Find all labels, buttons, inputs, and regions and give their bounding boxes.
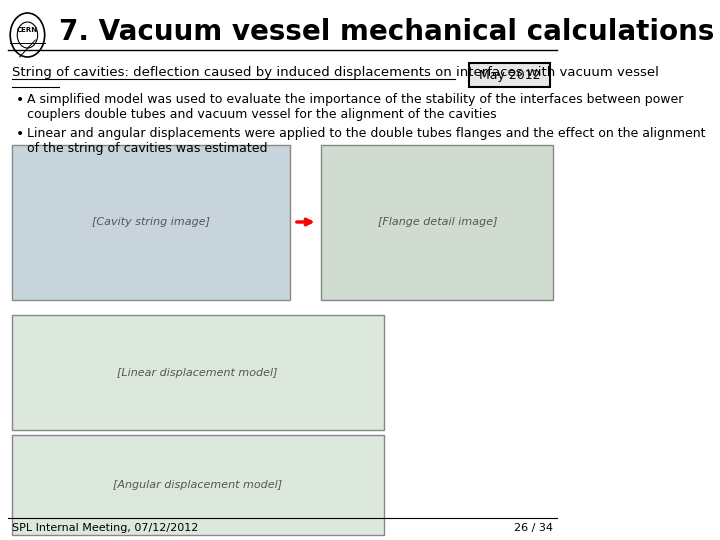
Text: [Linear displacement model]: [Linear displacement model] bbox=[117, 368, 278, 378]
FancyBboxPatch shape bbox=[469, 63, 550, 87]
Text: May 2012: May 2012 bbox=[479, 69, 541, 82]
Text: 7. Vacuum vessel mechanical calculations: 7. Vacuum vessel mechanical calculations bbox=[59, 18, 714, 46]
FancyBboxPatch shape bbox=[12, 435, 384, 535]
Text: 26 / 34: 26 / 34 bbox=[514, 523, 553, 533]
FancyBboxPatch shape bbox=[321, 145, 553, 300]
Text: [Cavity string image]: [Cavity string image] bbox=[91, 217, 210, 227]
Text: •: • bbox=[16, 127, 24, 141]
Text: String of cavities: deflection caused by induced displacements on interfaces wit: String of cavities: deflection caused by… bbox=[12, 66, 659, 79]
Text: CERN: CERN bbox=[17, 27, 38, 33]
FancyBboxPatch shape bbox=[12, 145, 290, 300]
FancyBboxPatch shape bbox=[12, 315, 384, 430]
Text: [Angular displacement model]: [Angular displacement model] bbox=[113, 480, 282, 490]
Text: SPL Internal Meeting, 07/12/2012: SPL Internal Meeting, 07/12/2012 bbox=[12, 523, 198, 533]
Text: A simplified model was used to evaluate the importance of the stability of the i: A simplified model was used to evaluate … bbox=[27, 93, 684, 121]
Text: [Flange detail image]: [Flange detail image] bbox=[378, 217, 498, 227]
Text: Linear and angular displacements were applied to the double tubes flanges and th: Linear and angular displacements were ap… bbox=[27, 127, 706, 155]
Text: •: • bbox=[16, 93, 24, 107]
